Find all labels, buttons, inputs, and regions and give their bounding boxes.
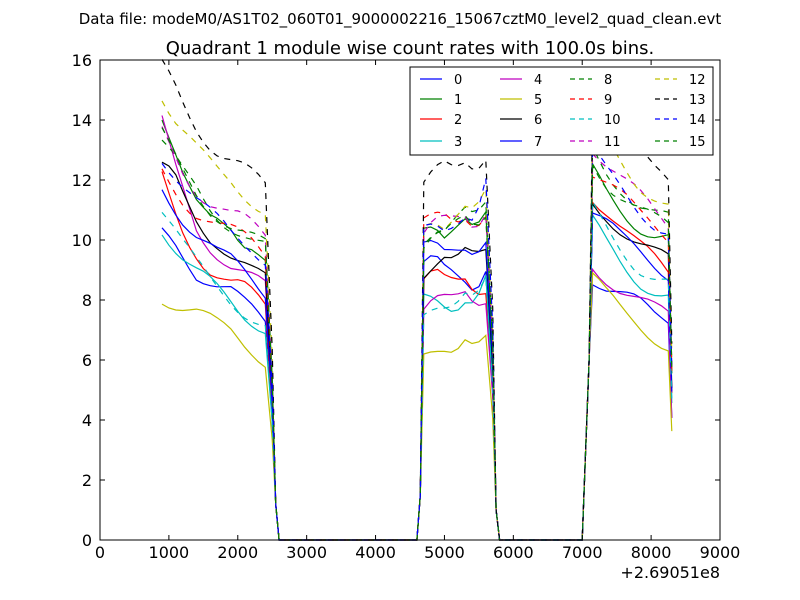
legend-label-5: 5 [534, 93, 542, 108]
legend-label-15: 15 [689, 135, 706, 150]
y-tick-label: 10 [72, 231, 92, 250]
legend-box [409, 66, 714, 156]
legend-label-13: 13 [689, 93, 706, 108]
series-line-12 [161, 100, 673, 541]
series-line-14 [161, 145, 673, 541]
x-offset-label: +2.69051e8 [620, 563, 720, 582]
axes: 0 1000 2000 3000 4000 5000 6000 7000 8000 9000 0 2 4… [72, 51, 741, 582]
series-line-3 [161, 213, 673, 541]
series-line-4 [161, 115, 673, 541]
legend-label-4: 4 [534, 73, 542, 88]
series-line-7 [161, 189, 673, 541]
series-line-9 [161, 168, 673, 541]
legend-label-6: 6 [534, 113, 542, 128]
y-tick-label: 0 [82, 531, 92, 550]
y-tick-label: 16 [72, 51, 92, 70]
legend-label-8: 8 [604, 73, 612, 88]
x-tick-label: 0 [95, 543, 105, 562]
series-line-5 [161, 271, 673, 541]
x-tick-label: 9000 [700, 543, 741, 562]
x-tick-label: 1000 [149, 543, 190, 562]
chart-title: Quadrant 1 module wise count rates with … [166, 38, 655, 59]
legend-label-11: 11 [604, 135, 621, 150]
legend-label-1: 1 [454, 93, 462, 108]
y-tick-label: 4 [82, 411, 92, 430]
series-line-6 [161, 161, 673, 541]
y-tick-label: 14 [72, 111, 92, 130]
series-line-11 [161, 126, 673, 541]
series-line-15 [161, 127, 673, 541]
legend-label-14: 14 [689, 113, 706, 128]
series-line-10 [161, 199, 673, 541]
legend-label-10: 10 [604, 113, 621, 128]
legend-label-12: 12 [689, 73, 706, 88]
x-tick-label: 7000 [562, 543, 603, 562]
legend-label-2: 2 [454, 113, 462, 128]
y-tick-label: 8 [82, 291, 92, 310]
x-tick-label: 5000 [424, 543, 465, 562]
series-line-0 [161, 227, 673, 541]
x-tick-label: 4000 [355, 543, 396, 562]
x-tick-label: 8000 [631, 543, 672, 562]
legend-label-7: 7 [534, 135, 542, 150]
x-tick-label: 2000 [217, 543, 258, 562]
x-tick-label: 3000 [286, 543, 327, 562]
y-tick-label: 12 [72, 171, 92, 190]
series-line-1 [161, 119, 673, 541]
y-tick-label: 6 [82, 351, 92, 370]
x-tick-label: 6000 [493, 543, 534, 562]
series-line-2 [161, 171, 673, 541]
figure-suptitle: Data file: modeM0/AS1T02_060T01_90000022… [79, 10, 722, 29]
series-line-8 [161, 139, 673, 541]
y-tick-label: 2 [82, 471, 92, 490]
legend-label-3: 3 [454, 135, 462, 150]
legend-label-9: 9 [604, 93, 612, 108]
legend-label-0: 0 [454, 73, 462, 88]
